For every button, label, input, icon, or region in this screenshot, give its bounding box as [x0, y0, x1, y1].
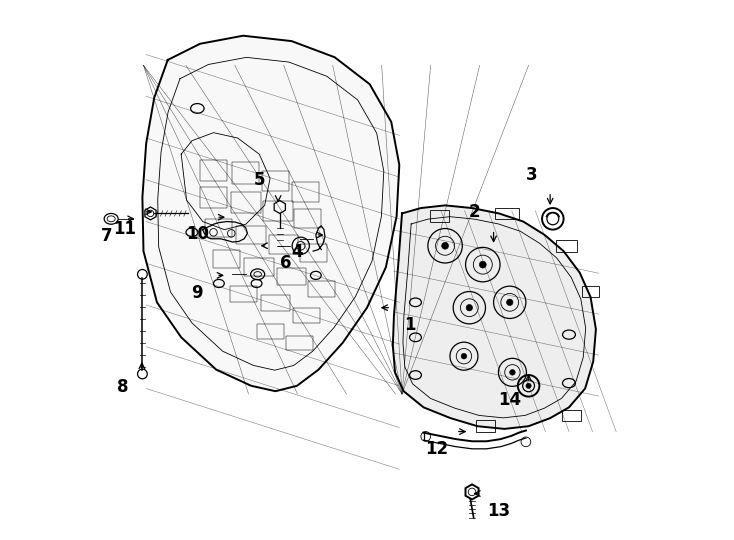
Circle shape [479, 261, 486, 268]
Circle shape [509, 369, 515, 375]
Circle shape [442, 242, 448, 249]
Bar [206, 219, 233, 238]
Bar [262, 171, 289, 191]
Bar [299, 244, 327, 262]
Circle shape [461, 353, 467, 359]
Bar [261, 295, 290, 312]
Bar [430, 210, 449, 222]
Text: 8: 8 [117, 378, 128, 396]
Bar [556, 240, 576, 252]
Bar [244, 259, 274, 276]
Text: 2: 2 [469, 204, 481, 221]
Bar [308, 281, 335, 297]
Text: 12: 12 [426, 440, 448, 458]
Text: 4: 4 [291, 243, 303, 261]
Text: 13: 13 [487, 502, 511, 520]
Bar [476, 420, 495, 432]
Circle shape [506, 299, 513, 306]
Text: 3: 3 [526, 166, 537, 184]
Bar [582, 286, 599, 297]
Text: 10: 10 [186, 226, 209, 244]
Bar [233, 163, 259, 184]
Bar [293, 308, 320, 323]
Text: 7: 7 [101, 227, 112, 245]
Polygon shape [142, 36, 399, 391]
Bar [562, 409, 581, 421]
Bar [200, 187, 227, 207]
Text: 14: 14 [498, 392, 521, 409]
Bar [277, 268, 306, 285]
Bar [495, 207, 519, 219]
Bar [257, 325, 283, 340]
Bar [291, 181, 319, 202]
Bar [264, 200, 293, 221]
Polygon shape [393, 205, 596, 429]
Bar [214, 251, 241, 268]
Circle shape [526, 383, 531, 388]
Bar [294, 210, 321, 228]
Bar [236, 226, 266, 245]
Bar [231, 192, 261, 213]
Text: 9: 9 [192, 284, 203, 302]
Bar [269, 235, 298, 254]
Text: 1: 1 [404, 316, 416, 334]
Bar [230, 286, 257, 302]
Bar [200, 160, 227, 181]
Circle shape [466, 305, 473, 311]
Text: 5: 5 [253, 171, 265, 189]
Bar [286, 336, 313, 350]
Text: 6: 6 [280, 254, 292, 272]
Text: 11: 11 [113, 220, 136, 238]
